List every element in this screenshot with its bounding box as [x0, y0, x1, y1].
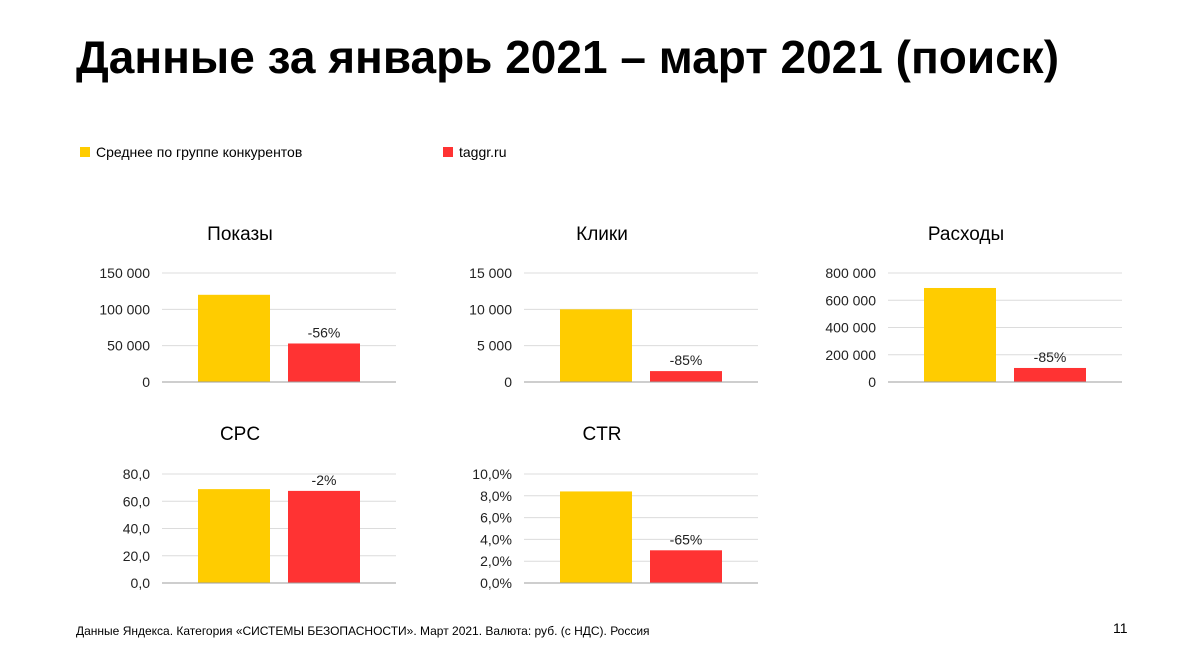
chart-title-clicks: Клики	[576, 224, 628, 245]
legend-item-taggr: taggr.ru	[443, 144, 506, 160]
page-number: 11	[1113, 620, 1128, 636]
expenses-ytick-label-3: 600 000	[825, 292, 876, 308]
clicks-data-label-1: -85%	[670, 352, 703, 368]
ctr-bar-1	[650, 550, 722, 583]
ctr-ytick-label-3: 6,0%	[480, 510, 512, 526]
clicks-bar-0	[560, 309, 632, 382]
ctr-data-label-1: -65%	[670, 531, 703, 547]
impressions-bar-1	[288, 343, 360, 382]
impressions-bar-0	[198, 294, 270, 382]
legend-swatch-taggr	[443, 147, 453, 158]
chart-title-ctr: CTR	[582, 424, 622, 445]
cpc-ytick-label-3: 60,0	[123, 493, 150, 509]
ctr-bar-0	[560, 491, 632, 583]
legend-label-taggr: taggr.ru	[459, 144, 507, 160]
clicks-bar-1	[650, 371, 722, 382]
legend-item-competitors: Среднее по группе конкурентов	[80, 144, 302, 160]
impressions-ytick-label-3: 150 000	[99, 265, 150, 281]
expenses-ytick-label-0: 0	[868, 374, 876, 390]
cpc-ytick-label-2: 40,0	[123, 521, 150, 537]
ctr-ytick-label-5: 10,0%	[472, 466, 512, 482]
ctr-ytick-label-4: 8,0%	[480, 488, 512, 504]
legend-swatch-competitors	[80, 147, 90, 158]
impressions-ytick-label-0: 0	[142, 374, 150, 390]
cpc-bar-0	[198, 489, 270, 583]
expenses-ytick-label-1: 200 000	[825, 347, 876, 363]
expenses-ytick-label-4: 800 000	[825, 265, 876, 281]
clicks-ytick-label-0: 0	[504, 374, 512, 390]
clicks-ytick-label-1: 5 000	[477, 338, 512, 354]
clicks-ytick-label-2: 10 000	[469, 301, 512, 317]
expenses-ytick-label-2: 400 000	[825, 320, 876, 336]
impressions-ytick-label-1: 50 000	[107, 338, 150, 354]
expenses-bar-0	[924, 287, 996, 382]
impressions-ytick-label-2: 100 000	[99, 301, 150, 317]
impressions-data-label-1: -56%	[308, 324, 341, 340]
chart-title-cpc: CPC	[219, 424, 261, 445]
cpc-bar-1	[288, 490, 360, 583]
expenses-bar-1	[1014, 367, 1086, 382]
chart-title-expenses: Расходы	[927, 224, 1005, 245]
ctr-ytick-label-2: 4,0%	[480, 531, 512, 547]
cpc-data-label-1: -2%	[312, 472, 337, 488]
chart-title-impressions: Показы	[207, 224, 273, 245]
ctr-ytick-label-0: 0,0%	[480, 575, 512, 591]
expenses-data-label-1: -85%	[1034, 349, 1067, 365]
cpc-ytick-label-0: 0,0	[131, 575, 151, 591]
footer-note: Данные Яндекса. Категория «СИСТЕМЫ БЕЗОП…	[76, 624, 650, 638]
cpc-ytick-label-4: 80,0	[123, 466, 150, 482]
legend-label-competitors: Среднее по группе конкурентов	[96, 144, 303, 160]
clicks-ytick-label-3: 15 000	[469, 265, 512, 281]
slide-title: Данные за январь 2021 – март 2021 (поиск…	[76, 31, 1060, 83]
cpc-ytick-label-1: 20,0	[123, 548, 150, 564]
ctr-ytick-label-1: 2,0%	[480, 553, 512, 569]
